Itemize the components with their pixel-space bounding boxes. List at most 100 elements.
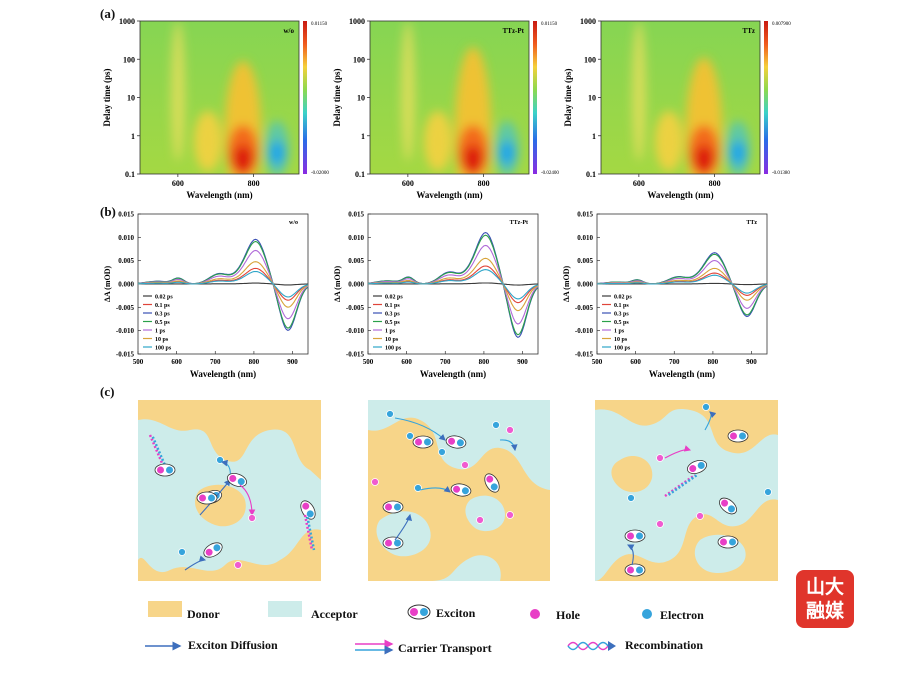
legend-label: 0.1 ps — [385, 303, 400, 309]
colorbar-max: 0.01150 — [311, 22, 328, 27]
y-axis-label: ΔA (mOD) — [562, 265, 571, 302]
y-tick-label: 0.005 — [118, 257, 134, 265]
y-tick-label: 100 — [353, 55, 365, 64]
x-tick-label: 500 — [133, 358, 144, 366]
feature-bleach — [730, 141, 746, 165]
feature-peak-core — [233, 145, 253, 173]
x-tick-label: 700 — [210, 358, 221, 366]
exciton-legend-icon — [407, 604, 431, 620]
legend-label: 10 ps — [385, 337, 399, 343]
exciton-icon — [154, 463, 176, 477]
series-line-100ps — [596, 274, 768, 294]
exciton-icon — [412, 435, 434, 449]
series-line-1ps — [367, 244, 539, 325]
electron-icon — [702, 403, 710, 411]
legend-recombination: Recombination — [625, 638, 703, 652]
y-tick-label: 1000 — [119, 17, 135, 26]
feature-peak-core — [463, 145, 483, 173]
exciton-icon — [203, 542, 223, 558]
transport-arrow — [239, 484, 256, 517]
legend-label: 100 ps — [614, 346, 631, 352]
y-tick-label: 10 — [127, 94, 135, 103]
y-tick-label: 0.1 — [586, 170, 596, 179]
x-tick-label: 700 — [669, 358, 680, 366]
y-tick-label: 1000 — [580, 17, 596, 26]
x-tick-label: 800 — [709, 179, 721, 188]
series-line-10ps — [367, 257, 539, 312]
heatmap-1: 0.1 1 10 100 1000 600 800 Wavelength (nm) Delay … — [102, 17, 329, 200]
y-tick-label: 0.010 — [348, 234, 364, 242]
y-axis-label: ΔA (mOD) — [103, 265, 112, 302]
recombination-icon — [303, 514, 316, 551]
legend-label: 1 ps — [385, 329, 396, 335]
legend-label: 0.5 ps — [385, 320, 400, 326]
legend-label: 10 ps — [614, 337, 628, 343]
legend-label: 0.02 ps — [385, 295, 403, 301]
y-tick-label: 0.015 — [577, 211, 593, 219]
y-tick-label: 1 — [361, 132, 365, 141]
legend-label: 0.02 ps — [614, 295, 632, 301]
x-tick-label: 600 — [401, 358, 412, 366]
colorbar — [303, 21, 307, 174]
feature-streak — [401, 21, 415, 161]
legend-label: 0.02 ps — [155, 295, 173, 301]
x-axis-label: Wavelength (nm) — [649, 369, 715, 379]
y-tick-label: -0.010 — [116, 327, 135, 335]
hole-icon — [506, 426, 514, 434]
sample-label: TTz — [743, 27, 755, 35]
electron-icon — [406, 432, 414, 440]
sample-label: TTz-Pt — [510, 220, 528, 226]
transport-arrow — [394, 513, 412, 541]
spectra-plot-3: 0.015 0.010 0.005 0.000 -0.005 -0.010 -0.01550… — [562, 211, 768, 379]
hole-icon — [696, 512, 704, 520]
exciton-icon — [445, 435, 467, 449]
panel-c-label: (c) — [100, 384, 115, 399]
y-tick-label: 1000 — [349, 17, 365, 26]
electron-icon — [386, 410, 394, 418]
series-line-1ps — [137, 249, 309, 320]
electron-legend-icon — [642, 609, 652, 619]
spectra-plot-1: 0.015 0.010 0.005 0.000 -0.005 -0.010 -0.01550… — [103, 211, 309, 379]
morphology-schematic — [138, 400, 778, 655]
legend-transport: Carrier Transport — [398, 641, 492, 655]
transport-arrow — [664, 445, 692, 459]
hole-icon — [248, 514, 256, 522]
x-tick-label: 700 — [440, 358, 451, 366]
y-tick-label: 10 — [357, 94, 365, 103]
colorbar-min: -0.01380 — [772, 171, 790, 176]
feature-band — [194, 111, 222, 171]
y-tick-label: -0.005 — [116, 304, 135, 312]
y-tick-label: 0.1 — [125, 170, 135, 179]
x-tick-label: 800 — [249, 358, 260, 366]
x-tick-label: 600 — [171, 358, 182, 366]
electron-icon — [492, 421, 500, 429]
hole-icon — [234, 561, 242, 569]
exciton-icon — [727, 429, 749, 443]
chart-area: 0.1 1 10 100 1000 600 800 Wavelength (nm) Delay … — [102, 17, 791, 379]
transport-arrow — [394, 417, 446, 441]
y-tick-label: 0.1 — [355, 170, 365, 179]
hole-icon — [371, 478, 379, 486]
exciton-icon — [624, 563, 646, 577]
x-axis-label: Wavelength (nm) — [186, 190, 252, 200]
legend-label: 0.5 ps — [614, 320, 629, 326]
feature-streak — [632, 21, 646, 161]
hole-icon — [506, 511, 514, 519]
exciton-icon — [382, 500, 404, 514]
electron-icon — [414, 484, 422, 492]
colorbar-max: 0.01150 — [541, 22, 558, 27]
feature-bleach — [499, 141, 515, 165]
x-tick-label: 600 — [172, 179, 184, 188]
y-tick-label: -0.015 — [575, 351, 594, 359]
feature-bleach — [269, 141, 285, 165]
panel-a-label: (a) — [100, 6, 116, 21]
transport-arrow — [419, 486, 451, 493]
legend-diffusion: Exciton Diffusion — [188, 638, 278, 652]
y-tick-label: -0.010 — [575, 327, 594, 335]
y-tick-label: -0.005 — [575, 304, 594, 312]
legend-label: 0.1 ps — [155, 303, 170, 309]
hole-icon — [656, 454, 664, 462]
donor-swatch — [148, 601, 182, 617]
electron-icon — [438, 448, 446, 456]
y-tick-label: -0.010 — [346, 327, 365, 335]
